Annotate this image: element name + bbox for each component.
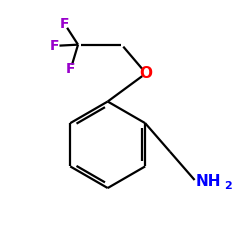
Text: F: F [50, 39, 59, 53]
Text: 2: 2 [224, 181, 232, 191]
Text: F: F [60, 17, 69, 31]
Text: O: O [140, 66, 152, 80]
Text: NH: NH [196, 174, 221, 189]
Text: F: F [66, 62, 75, 76]
